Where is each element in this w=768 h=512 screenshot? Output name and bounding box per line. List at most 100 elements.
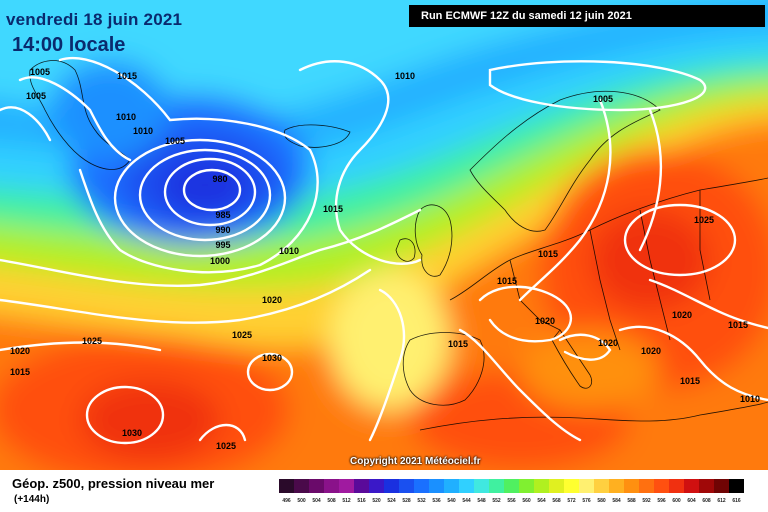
scale-label: 544 [462, 498, 471, 504]
isobar-label: 1015 [538, 249, 558, 259]
scale-label: 572 [567, 498, 576, 504]
footer-bar: Géop. z500, pression niveau mer (+144h) … [0, 470, 768, 512]
scale-label: 528 [402, 498, 411, 504]
run-info-text: Run ECMWF 12Z du samedi 12 juin 2021 [421, 10, 632, 22]
scale-label: 532 [417, 498, 426, 504]
scale-swatch [729, 479, 744, 493]
isobar-label: 1020 [535, 316, 555, 326]
scale-swatch [714, 479, 729, 493]
isobar-label: 1010 [116, 112, 136, 122]
scale-swatch [384, 479, 399, 493]
scale-swatch [519, 479, 534, 493]
forecast-step: (+144h) [14, 494, 50, 505]
isobar-label: 1015 [323, 204, 343, 214]
scale-swatch [699, 479, 714, 493]
scale-label: 608 [702, 498, 711, 504]
scale-swatch [459, 479, 474, 493]
scale-label: 500 [297, 498, 306, 504]
scale-swatch [594, 479, 609, 493]
color-scale [279, 479, 744, 493]
color-scale-labels: 496 500 504 508 512 516 520 524 528 532 536 540 544 5… [279, 498, 744, 504]
scale-swatch [534, 479, 549, 493]
isobar-label: 1010 [395, 71, 415, 81]
scale-swatch [354, 479, 369, 493]
isobar-label: 1025 [694, 215, 714, 225]
isobar-label: 1025 [82, 336, 102, 346]
scale-swatch [444, 479, 459, 493]
isobar-label: 995 [215, 240, 230, 250]
scale-label: 568 [552, 498, 561, 504]
scale-swatch [324, 479, 339, 493]
scale-label: 504 [312, 498, 321, 504]
scale-label: 592 [642, 498, 651, 504]
isobar-label: 1005 [26, 91, 46, 101]
isobar-label: 1000 [210, 256, 230, 266]
scale-label: 560 [522, 498, 531, 504]
scale-label: 516 [357, 498, 366, 504]
scale-label: 584 [612, 498, 621, 504]
isobar-label: 1030 [122, 428, 142, 438]
scale-swatch [579, 479, 594, 493]
scale-swatch [294, 479, 309, 493]
isobar-label: 1005 [593, 94, 613, 104]
isobar-label: 1010 [279, 246, 299, 256]
copyright-text: Copyright 2021 Météociel.fr [350, 456, 481, 467]
scale-swatch [279, 479, 294, 493]
isobar-label: 1030 [262, 353, 282, 363]
scale-label: 552 [492, 498, 501, 504]
isobar-label: 1020 [10, 346, 30, 356]
isobar-label: 1015 [117, 71, 137, 81]
scale-label: 604 [687, 498, 696, 504]
isobar-label: 1015 [448, 339, 468, 349]
scale-label: 512 [342, 498, 351, 504]
scale-swatch [639, 479, 654, 493]
isobar-label: 1025 [216, 441, 236, 451]
isobar-label: 980 [212, 174, 227, 184]
isobar-label: 1025 [232, 330, 252, 340]
isobar-label: 1020 [672, 310, 692, 320]
scale-swatch [474, 479, 489, 493]
scale-label: 540 [447, 498, 456, 504]
scale-swatch [549, 479, 564, 493]
valid-date: vendredi 18 juin 2021 [6, 10, 183, 29]
coastlines [29, 60, 768, 431]
isobar-label: 1010 [740, 394, 760, 404]
scale-label: 556 [507, 498, 516, 504]
isobar-label: 1020 [262, 295, 282, 305]
scale-label: 616 [732, 498, 741, 504]
scale-swatch [669, 479, 684, 493]
isobar-label: 1020 [641, 346, 661, 356]
scale-swatch [684, 479, 699, 493]
scale-label: 596 [657, 498, 666, 504]
scale-label: 580 [597, 498, 606, 504]
scale-swatch [489, 479, 504, 493]
isobar-label: 1005 [30, 67, 50, 77]
isobar-label: 1015 [680, 376, 700, 386]
scale-swatch [339, 479, 354, 493]
run-info-banner: Run ECMWF 12Z du samedi 12 juin 2021 [409, 5, 765, 27]
scale-swatch [564, 479, 579, 493]
scale-label: 612 [717, 498, 726, 504]
scale-label: 576 [582, 498, 591, 504]
scale-label: 536 [432, 498, 441, 504]
isobar-lines [0, 56, 768, 445]
scale-label: 524 [387, 498, 396, 504]
scale-label: 588 [627, 498, 636, 504]
scale-label: 564 [537, 498, 546, 504]
isobar-label: 1015 [728, 320, 748, 330]
isobar-label: 1005 [165, 136, 185, 146]
isobar-label: 1015 [497, 276, 517, 286]
map-field-title: Géop. z500, pression niveau mer [12, 476, 215, 491]
weather-map: 1005 1005 1015 1010 1010 1005 980 985 990 995 1000… [0, 0, 768, 470]
isobar-label: 1010 [133, 126, 153, 136]
scale-swatch [399, 479, 414, 493]
scale-swatch [369, 479, 384, 493]
scale-label: 520 [372, 498, 381, 504]
scale-swatch [624, 479, 639, 493]
scale-swatch [654, 479, 669, 493]
scale-swatch [609, 479, 624, 493]
scale-swatch [429, 479, 444, 493]
scale-label: 508 [327, 498, 336, 504]
scale-swatch [414, 479, 429, 493]
scale-label: 548 [477, 498, 486, 504]
